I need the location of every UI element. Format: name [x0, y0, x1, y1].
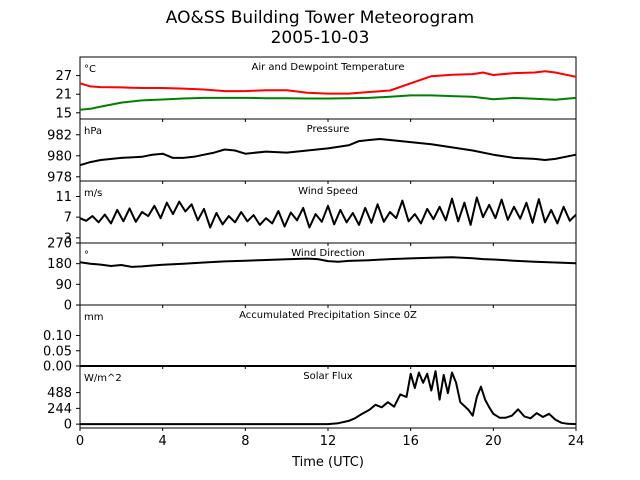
- x-tick-label: 4: [159, 434, 167, 449]
- panel-title: Solar Flux: [303, 371, 353, 382]
- x-tick-label: 20: [485, 434, 502, 449]
- panel-unit-label: W/m^2: [84, 373, 122, 384]
- panel-unit-label: mm: [84, 312, 103, 323]
- panel-unit-label: hPa: [84, 126, 102, 137]
- y-tick-label: 0.05: [43, 344, 72, 359]
- y-tick-label: 90: [55, 278, 72, 293]
- y-tick-label: 21: [55, 88, 72, 103]
- chart-title: AO&SS Building Tower Meteorogram: [165, 8, 475, 28]
- y-tick-label: 0: [64, 299, 72, 314]
- x-axis-label: Time (UTC): [291, 455, 364, 470]
- panel-0: 15 21 27 °C Air and Dewpoint Temperature: [55, 56, 577, 122]
- series-line-0: [79, 196, 577, 229]
- y-tick-label: 982: [47, 128, 72, 143]
- x-tick-label: 12: [320, 434, 337, 449]
- series-line-1: [79, 94, 577, 111]
- panel-title: Wind Direction: [291, 248, 365, 259]
- y-tick-label: 3: [64, 231, 72, 246]
- x-tick-label: 16: [402, 434, 419, 449]
- y-tick-label: 7: [64, 211, 72, 226]
- x-tick-label: 0: [76, 434, 84, 449]
- series-line-0: [80, 370, 577, 426]
- x-tick-label: 24: [568, 434, 585, 449]
- panel-title: Accumulated Precipitation Since 0Z: [239, 310, 417, 321]
- y-tick-label: 0.00: [43, 360, 72, 375]
- y-tick-label: 0.10: [43, 329, 72, 344]
- y-tick-label: 980: [47, 149, 72, 164]
- y-tick-label: 180: [47, 257, 72, 272]
- panel-unit-label: m/s: [84, 188, 102, 199]
- panel-unit-label: °C: [84, 64, 96, 75]
- panel-4: 0.000.050.10 mm Accumulated Precipitation …: [43, 304, 577, 375]
- panel-title: Air and Dewpoint Temperature: [252, 62, 405, 73]
- series-line-0: [79, 256, 577, 268]
- y-tick-label: 978: [47, 170, 72, 185]
- series-line-0: [79, 138, 577, 167]
- y-tick-label: 27: [55, 69, 72, 84]
- series-line-0: [79, 70, 577, 95]
- panel-1: 978 980 982 hPa Pressure: [47, 118, 577, 185]
- y-tick-label: 0: [64, 418, 72, 433]
- panel-unit-label: °: [84, 250, 89, 261]
- x-tick-label: 8: [241, 434, 249, 449]
- panel-title: Pressure: [307, 124, 350, 135]
- y-tick-label: 15: [55, 106, 72, 121]
- y-tick-label: 488: [47, 386, 72, 401]
- panel-2: 3 7 11 m/s Wind Speed: [55, 180, 577, 246]
- y-tick-label: 11: [55, 190, 72, 205]
- y-tick-label: 244: [47, 402, 72, 417]
- panel-title: Wind Speed: [298, 186, 358, 197]
- chart-subtitle: 2005-10-03: [270, 28, 370, 48]
- panel-3: 0 90 180 270 ° Wind Direction: [47, 237, 577, 314]
- y-tick-label: 270: [47, 237, 72, 252]
